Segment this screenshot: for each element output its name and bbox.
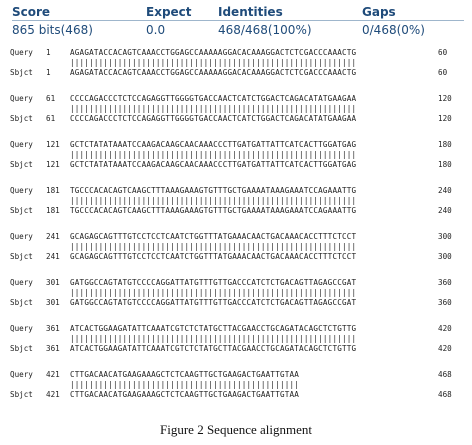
query-label: Query [10,48,33,57]
sbjct-label: Sbjct [10,114,33,123]
query-end: 240 [438,186,452,195]
query-label: Query [10,186,33,195]
query-sequence: AGAGATACCACAGTCAAACCTGGAGCCAAAAAGGACACAA… [70,48,357,57]
query-sequence: GCTCTATATAAATCCAAGACAAGCAACAAACCCTTGATGA… [70,140,357,149]
sbjct-label: Sbjct [10,390,33,399]
sbjct-sequence: TGCCCACACAGTCAAGCTTTAAAGAAAGTGTTTGCTGAAA… [70,206,357,215]
sbjct-label: Sbjct [10,160,33,169]
sbjct-sequence: CTTGACAACATGAAGAAAGCTCTCAAGTTGCTGAAGACTG… [70,390,300,399]
query-label: Query [10,140,33,149]
query-label: Query [10,324,33,333]
sbjct-sequence: ATCACTGGAAGATATTCAAATCGTCTCTATGCTTACGAAC… [70,344,357,353]
sbjct-label: Sbjct [10,344,33,353]
sbjct-sequence: CCCCAGACCCTCTCCAGAGGTTGGGGTGACCAACTCATCT… [70,114,357,123]
query-label: Query [10,232,33,241]
sbjct-start: 1 [46,68,51,77]
sbjct-start: 301 [46,298,60,307]
sbjct-end: 240 [438,206,452,215]
query-end: 300 [438,232,452,241]
sbjct-start: 181 [46,206,60,215]
gaps-label: Gaps [362,5,396,19]
query-start: 361 [46,324,60,333]
query-start: 1 [46,48,51,57]
query-start: 121 [46,140,60,149]
sbjct-sequence: GATGGCCAGTATGTCCCCAGGATTATGTTTGTTGACCCAT… [70,298,357,307]
query-end: 120 [438,94,452,103]
query-start: 181 [46,186,60,195]
sbjct-end: 468 [438,390,452,399]
query-start: 241 [46,232,60,241]
query-start: 301 [46,278,60,287]
sbjct-start: 421 [46,390,60,399]
sbjct-sequence: GCTCTATATAAATCCAAGACAAGCAACAAACCCTTGATGA… [70,160,357,169]
query-end: 60 [438,48,448,57]
query-end: 420 [438,324,452,333]
score-value: 865 bits(468) [12,23,93,37]
sbjct-label: Sbjct [10,68,33,77]
query-end: 360 [438,278,452,287]
sbjct-sequence: AGAGATACCACAGTCAAACCTGGAGCCAAAAAGGACACAA… [70,68,357,77]
sbjct-end: 60 [438,68,448,77]
sbjct-start: 61 [46,114,56,123]
query-sequence: CCCCAGACCCTCTCCAGAGGTTGGGGTGACCAACTCATCT… [70,94,357,103]
query-sequence: TGCCCACACAGTCAAGCTTTAAAGAAAGTGTTTGCTGAAA… [70,186,357,195]
figure-caption: Figure 2 Sequence alignment [160,422,312,437]
query-sequence: CTTGACAACATGAAGAAAGCTCTCAAGTTGCTGAAGACTG… [70,370,300,379]
sbjct-start: 241 [46,252,60,261]
sbjct-sequence: GCAGAGCAGTTTGTCCTCCTCAATCTGGTTTATGAAACAA… [70,252,357,261]
query-label: Query [10,370,33,379]
query-end: 180 [438,140,452,149]
gaps-value: 0/468(0%) [362,23,425,37]
query-start: 421 [46,370,60,379]
sbjct-label: Sbjct [10,206,33,215]
sbjct-end: 180 [438,160,452,169]
header-divider [12,20,464,21]
sbjct-end: 420 [438,344,452,353]
query-label: Query [10,278,33,287]
sbjct-end: 360 [438,298,452,307]
expect-value: 0.0 [146,23,166,37]
expect-label: Expect [146,5,192,19]
identities-value: 468/468(100%) [218,23,312,37]
query-label: Query [10,94,33,103]
query-end: 468 [438,370,452,379]
sbjct-end: 120 [438,114,452,123]
sbjct-start: 121 [46,160,60,169]
sbjct-label: Sbjct [10,252,33,261]
sbjct-start: 361 [46,344,60,353]
query-sequence: GCAGAGCAGTTTGTCCTCCTCAATCTGGTTTATGAAACAA… [70,232,357,241]
identities-label: Identities [218,5,283,19]
query-start: 61 [46,94,56,103]
query-sequence: GATGGCCAGTATGTCCCCAGGATTATGTTTGTTGACCCAT… [70,278,357,287]
query-sequence: ATCACTGGAAGATATTCAAATCGTCTCTATGCTTACGAAC… [70,324,357,333]
score-label: Score [12,5,51,19]
sbjct-end: 300 [438,252,452,261]
sbjct-label: Sbjct [10,298,33,307]
